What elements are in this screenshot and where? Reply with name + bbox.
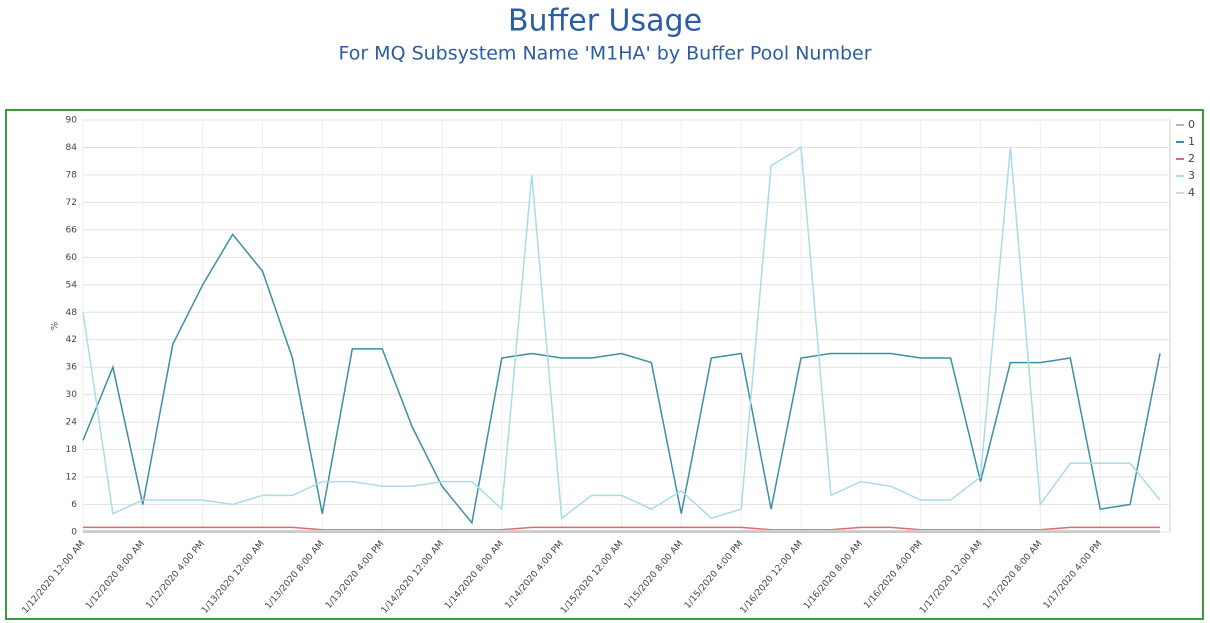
y-tick-label: 60 [66,253,78,263]
series-line [83,526,1160,531]
chart-subtitle: For MQ Subsystem Name 'M1HA' by Buffer P… [338,43,871,65]
x-tick-label: 1/16/2020 4:00 PM [862,539,924,611]
x-tick-label: 1/12/2020 4:00 PM [144,539,206,611]
y-tick-label: 24 [66,418,78,428]
y-axis-label: % [51,321,61,330]
y-tick-label: 30 [66,390,78,400]
y-tick-label: 84 [66,143,78,153]
legend-label: 2 [1188,152,1195,165]
series-line [82,233,1161,525]
x-tick-label: 1/14/2020 4:00 PM [503,539,565,611]
y-tick-label: 90 [66,116,78,126]
x-tick-label: 1/13/2020 4:00 PM [324,539,386,611]
x-tick-label: 1/17/2020 12:00 AM [918,539,985,616]
x-tick-label: 1/15/2020 8:00 AM [623,539,686,611]
x-tick-label: 1/14/2020 12:00 AM [380,539,447,616]
y-tick-label: 48 [66,308,78,318]
y-tick-label: 54 [66,280,78,290]
x-tick-label: 1/16/2020 12:00 AM [739,539,806,616]
y-tick-label: 6 [71,500,77,510]
x-tick-label: 1/16/2020 8:00 AM [802,539,865,611]
legend-label: 4 [1188,186,1195,199]
y-tick-label: 0 [71,528,77,538]
y-tick-label: 18 [66,445,78,455]
y-tick-label: 72 [66,198,77,208]
x-tick-label: 1/12/2020 12:00 AM [21,539,88,616]
x-tick-label: 1/13/2020 12:00 AM [200,539,267,616]
x-tick-label: 1/14/2020 8:00 AM [443,539,506,611]
y-tick-label: 42 [66,335,77,345]
y-tick-label: 36 [66,363,78,373]
legend-label: 3 [1188,169,1195,182]
x-tick-label: 1/15/2020 12:00 AM [559,539,626,616]
y-tick-label: 78 [66,170,78,180]
x-tick-label: 1/15/2020 4:00 PM [683,539,745,611]
y-tick-label: 12 [66,473,77,483]
chart-title: Buffer Usage [508,4,702,39]
x-tick-label: 1/13/2020 8:00 AM [264,539,327,611]
series-line [82,146,1161,520]
chart-frame [5,109,1204,620]
legend-label: 1 [1188,135,1195,148]
legend-label: 0 [1188,118,1195,131]
x-tick-label: 1/12/2020 8:00 AM [84,539,147,611]
x-tick-label: 1/17/2020 8:00 AM [982,539,1045,611]
x-tick-label: 1/17/2020 4:00 PM [1042,539,1104,611]
y-tick-label: 66 [66,225,78,235]
